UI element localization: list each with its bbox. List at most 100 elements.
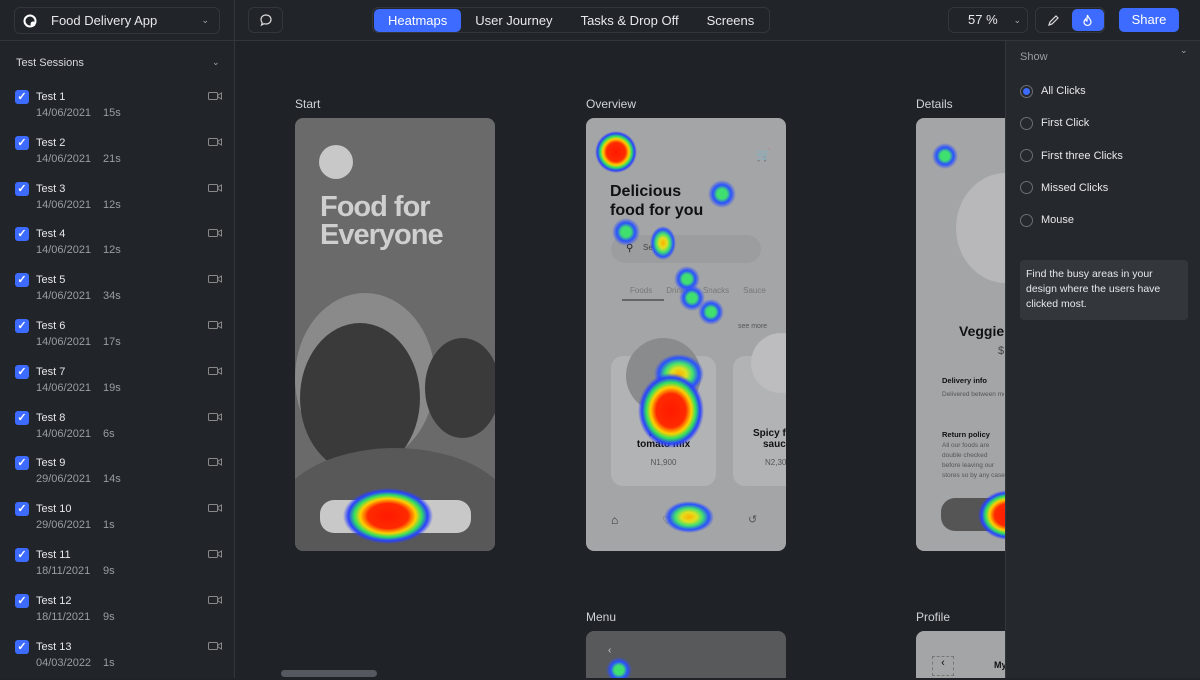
session-checkbox[interactable]: ✓ bbox=[15, 227, 29, 242]
session-checkbox[interactable]: ✓ bbox=[15, 639, 29, 654]
radio-button[interactable] bbox=[1020, 84, 1033, 98]
screen-details[interactable]: Veggie $ Delivery info Delivered between… bbox=[916, 118, 1005, 551]
session-checkbox[interactable]: ✓ bbox=[15, 135, 29, 150]
session-checkbox[interactable]: ✓ bbox=[15, 502, 29, 517]
screen-overview[interactable]: 🛒 Delicious food for you Search ⚲ Foods … bbox=[586, 118, 786, 551]
option-label: All Clicks bbox=[1041, 85, 1086, 97]
video-icon[interactable] bbox=[208, 641, 222, 651]
tab-screens[interactable]: Screens bbox=[706, 12, 755, 28]
session-item[interactable]: ✓ Test 2 14/06/2021 21s bbox=[15, 135, 225, 176]
edit-mode-button[interactable] bbox=[1037, 9, 1070, 31]
video-icon[interactable] bbox=[208, 228, 222, 238]
session-checkbox[interactable]: ✓ bbox=[15, 364, 29, 379]
session-item[interactable]: ✓ Test 8 14/06/2021 6s bbox=[15, 410, 225, 451]
project-selector[interactable]: Food Delivery App ⌄ bbox=[14, 7, 220, 34]
tab-tasks-drop-off[interactable]: Tasks & Drop Off bbox=[580, 12, 679, 28]
chevron-down-icon: ⌄ bbox=[1013, 15, 1021, 25]
radio-button[interactable] bbox=[1020, 116, 1033, 130]
history-icon[interactable]: ↺ bbox=[748, 514, 758, 526]
session-checkbox[interactable]: ✓ bbox=[15, 456, 29, 471]
session-item[interactable]: ✓ Test 7 14/06/2021 19s bbox=[15, 364, 225, 405]
show-option-first-click[interactable]: First Click bbox=[1020, 115, 1089, 131]
heatmap-options-panel: Show ⌄ All Clicks First Click First three … bbox=[1005, 41, 1200, 678]
tab-user-journey[interactable]: User Journey bbox=[475, 12, 553, 28]
video-icon[interactable] bbox=[208, 457, 222, 467]
session-checkbox[interactable]: ✓ bbox=[15, 90, 29, 104]
share-button[interactable]: Share bbox=[1119, 8, 1179, 32]
option-label: First three Clicks bbox=[1041, 149, 1123, 162]
screen-start[interactable]: Food for Everyone bbox=[295, 118, 495, 551]
frame-label-profile: Profile bbox=[916, 610, 951, 624]
category-drinks[interactable]: Drinks bbox=[666, 286, 689, 295]
session-item[interactable]: ✓ Test 6 14/06/2021 17s bbox=[15, 319, 225, 359]
session-checkbox[interactable]: ✓ bbox=[15, 181, 29, 196]
video-icon[interactable] bbox=[208, 366, 222, 376]
radio-button[interactable] bbox=[1020, 149, 1033, 163]
session-checkbox[interactable]: ✓ bbox=[15, 548, 29, 562]
session-item[interactable]: ✓ Test 1 14/06/2021 15s bbox=[15, 90, 225, 130]
heatmap-hotspot bbox=[932, 143, 958, 169]
heatmap-hotspot bbox=[638, 373, 704, 448]
session-checkbox[interactable]: ✓ bbox=[15, 273, 29, 288]
category-foods[interactable]: Foods bbox=[630, 286, 653, 295]
video-icon[interactable] bbox=[208, 320, 222, 330]
video-icon[interactable] bbox=[208, 412, 222, 422]
session-name: Test 12 bbox=[36, 594, 72, 607]
session-duration: 12s bbox=[103, 244, 121, 257]
session-duration: 17s bbox=[103, 336, 121, 348]
radio-button[interactable] bbox=[1020, 213, 1033, 227]
session-checkbox[interactable]: ✓ bbox=[15, 410, 29, 425]
video-icon[interactable] bbox=[208, 91, 222, 101]
video-icon[interactable] bbox=[208, 503, 222, 513]
session-item[interactable]: ✓ Test 13 04/03/2022 1s bbox=[15, 639, 225, 680]
video-icon[interactable] bbox=[208, 549, 222, 559]
session-item[interactable]: ✓ Test 11 18/11/2021 9s bbox=[15, 548, 225, 588]
session-date: 29/06/2021 bbox=[36, 473, 92, 486]
screen-menu[interactable]: ‹ bbox=[586, 631, 786, 678]
chevron-down-icon[interactable]: ⌄ bbox=[1180, 45, 1188, 55]
session-item[interactable]: ✓ Test 5 14/06/2021 34s bbox=[15, 273, 225, 313]
search-icon: ⚲ bbox=[626, 243, 634, 254]
heatmap-hotspot bbox=[650, 226, 676, 260]
show-option-mouse[interactable]: Mouse bbox=[1020, 212, 1074, 228]
session-item[interactable]: ✓ Test 9 29/06/2021 14s bbox=[15, 456, 225, 496]
session-date: 14/06/2021 bbox=[36, 198, 92, 211]
video-icon[interactable] bbox=[208, 137, 222, 147]
session-duration: 19s bbox=[103, 381, 121, 394]
session-item[interactable]: ✓ Test 3 14/06/2021 12s bbox=[15, 181, 225, 222]
heatmap-mode-button[interactable] bbox=[1071, 9, 1104, 31]
heatmap-canvas[interactable]: Start Food for Everyone Overview 🛒 Delic… bbox=[235, 41, 1005, 678]
radio-button[interactable] bbox=[1020, 181, 1033, 195]
session-item[interactable]: ✓ Test 12 18/11/2021 9s bbox=[15, 593, 225, 634]
category-snacks[interactable]: Snacks bbox=[702, 286, 730, 295]
session-name: Test 9 bbox=[36, 457, 66, 470]
see-more-link[interactable]: see more bbox=[738, 323, 768, 330]
cart-icon: 🛒 bbox=[756, 148, 771, 162]
session-name: Test 6 bbox=[36, 320, 66, 332]
category-sauce[interactable]: Sauce bbox=[743, 286, 766, 295]
video-icon[interactable] bbox=[208, 274, 222, 284]
horizontal-scrollbar[interactable] bbox=[281, 670, 377, 677]
frame-label-details: Details bbox=[916, 97, 953, 111]
tab-heatmaps[interactable]: Heatmaps bbox=[374, 8, 462, 32]
session-duration: 1s bbox=[103, 656, 115, 669]
video-icon[interactable] bbox=[208, 595, 222, 605]
session-date: 04/03/2022 bbox=[36, 656, 92, 669]
show-option-all-clicks[interactable]: All Clicks bbox=[1020, 83, 1086, 99]
frame-label-overview: Overview bbox=[586, 97, 637, 111]
session-date: 14/06/2021 bbox=[36, 427, 92, 440]
session-checkbox[interactable]: ✓ bbox=[15, 593, 29, 608]
chevron-down-icon[interactable]: ⌄ bbox=[212, 57, 220, 67]
session-item[interactable]: ✓ Test 10 29/06/2021 1s bbox=[15, 502, 225, 542]
video-icon[interactable] bbox=[208, 183, 222, 193]
session-checkbox[interactable]: ✓ bbox=[15, 319, 29, 333]
session-item[interactable]: ✓ Test 4 14/06/2021 12s bbox=[15, 227, 225, 267]
session-name: Test 1 bbox=[36, 91, 66, 103]
home-icon[interactable]: ⌂ bbox=[611, 513, 619, 527]
screen-profile[interactable]: ‹ My bbox=[916, 631, 1005, 678]
comments-button[interactable] bbox=[248, 7, 283, 33]
show-option-first-three-clicks[interactable]: First three Clicks bbox=[1020, 148, 1123, 164]
show-option-missed-clicks[interactable]: Missed Clicks bbox=[1020, 180, 1108, 196]
zoom-select[interactable]: 57 % ⌄ bbox=[948, 7, 1028, 33]
delivery-info-text: Delivered between monday and thursday 20… bbox=[942, 391, 1004, 398]
